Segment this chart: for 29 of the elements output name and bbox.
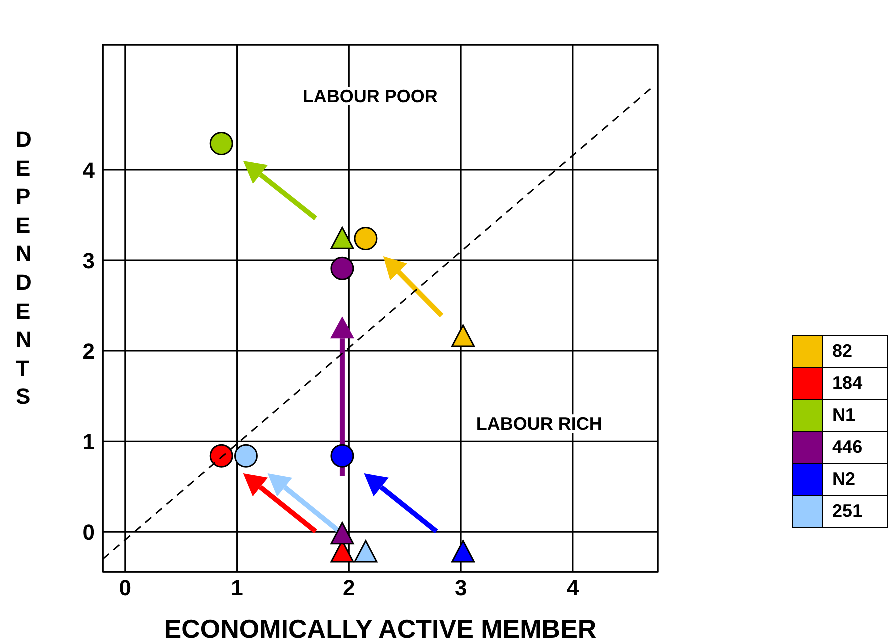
- point: [354, 540, 378, 563]
- point: [330, 444, 354, 468]
- y-tick-label: 2: [82, 338, 95, 364]
- point: [452, 324, 476, 348]
- point: [210, 132, 234, 156]
- x-tick-label: 1: [231, 576, 244, 601]
- y-tick-label: 4: [82, 158, 96, 183]
- y-tick-label: 0: [82, 520, 95, 545]
- x-tick-label: 4: [566, 576, 580, 601]
- point: [210, 444, 234, 468]
- point: [234, 444, 258, 468]
- legend-label: N1: [822, 400, 888, 432]
- legend-label: 184: [822, 368, 888, 400]
- y-tick-label: 1: [82, 429, 95, 454]
- point: [330, 256, 354, 280]
- point: [452, 540, 476, 563]
- text: DEPENDENTS: [16, 127, 32, 410]
- legend-label: 446: [822, 432, 888, 464]
- legend-label: 82: [822, 336, 888, 368]
- point: [354, 227, 378, 251]
- x-tick-label: 0: [119, 576, 132, 601]
- x-tick-label: 2: [343, 576, 356, 601]
- x-axis-title: ECONOMICALLY ACTIVE MEMBER: [164, 614, 597, 643]
- legend-label: N2: [822, 464, 888, 496]
- point: [330, 226, 354, 250]
- point: [330, 522, 354, 545]
- legend-label: 251: [822, 496, 888, 528]
- x-tick-label: 3: [454, 576, 468, 601]
- y-tick-label: 3: [82, 248, 95, 274]
